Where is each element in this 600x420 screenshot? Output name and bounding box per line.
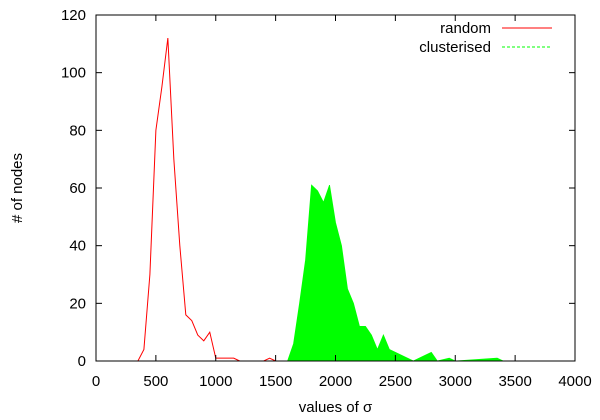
y-axis-label: # of nodes (9, 153, 26, 223)
x-tick-label: 500 (143, 373, 168, 390)
x-tick-label: 2000 (319, 373, 352, 390)
plot-layer (96, 38, 575, 362)
y-tick-label: 40 (69, 238, 86, 255)
x-tick-label: 0 (92, 373, 100, 390)
series-area-clusterised (96, 184, 575, 362)
x-tick-label: 1500 (259, 373, 292, 390)
x-tick-label: 2500 (379, 373, 412, 390)
ticks-layer: 0 500 1000 1500 2000 2500 3000 3500 4000 0 20 40 60 8… (61, 7, 592, 390)
legend: random clusterised (419, 20, 552, 56)
x-tick-label: 3500 (498, 373, 531, 390)
x-tick-label: 4000 (558, 373, 591, 390)
y-tick-label: 120 (61, 7, 86, 24)
legend-label-clusterised: clusterised (419, 39, 491, 56)
y-tick-label: 60 (69, 180, 86, 197)
y-tick-label: 100 (61, 65, 86, 82)
x-tick-label: 3000 (439, 373, 472, 390)
y-tick-label: 0 (78, 353, 86, 370)
y-tick-label: 20 (69, 295, 86, 312)
x-axis-label: values of σ (299, 399, 373, 416)
x-tick-label: 1000 (199, 373, 232, 390)
legend-label-random: random (440, 20, 491, 37)
y-tick-label: 80 (69, 122, 86, 139)
